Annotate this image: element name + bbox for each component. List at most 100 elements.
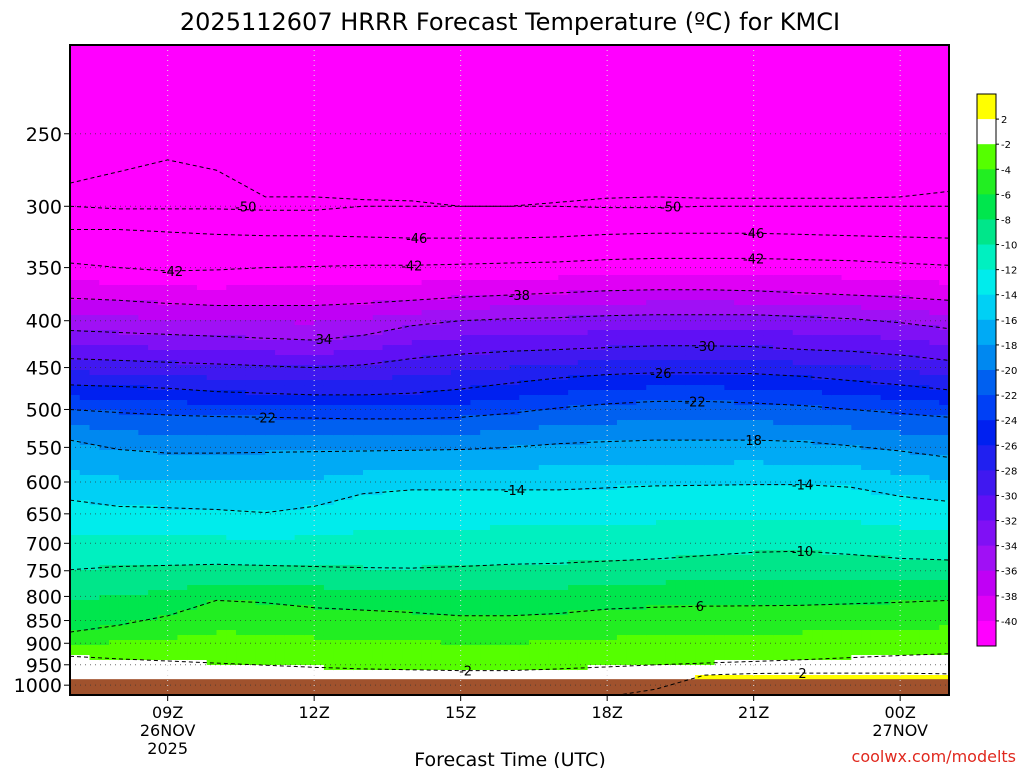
- temperature-cell: [392, 235, 403, 241]
- temperature-cell: [343, 285, 354, 291]
- temperature-cell: [157, 60, 169, 66]
- temperature-cell: [392, 650, 403, 656]
- temperature-cell: [284, 590, 296, 596]
- temperature-cell: [304, 140, 315, 146]
- temperature-cell: [353, 525, 364, 531]
- temperature-cell: [402, 605, 413, 611]
- temperature-cell: [402, 350, 413, 356]
- temperature-cell: [138, 105, 149, 111]
- temperature-cell: [363, 205, 374, 211]
- temperature-cell: [402, 120, 413, 126]
- temperature-cell: [177, 530, 188, 536]
- temperature-cell: [99, 395, 110, 401]
- temperature-cell: [294, 425, 305, 431]
- temperature-cell: [333, 365, 345, 371]
- temperature-cell: [167, 280, 179, 286]
- temperature-cell: [236, 155, 247, 161]
- temperature-cell: [382, 85, 393, 91]
- temperature-cell: [157, 575, 169, 581]
- temperature-cell: [255, 555, 266, 561]
- temperature-cell: [226, 90, 237, 96]
- temperature-cell: [402, 85, 413, 91]
- temperature-cell: [99, 265, 110, 271]
- temperature-cell: [109, 260, 120, 266]
- temperature-cell: [216, 75, 227, 81]
- temperature-cell: [255, 620, 266, 626]
- temperature-cell: [206, 200, 218, 206]
- temperature-cell: [167, 615, 179, 621]
- temperature-cell: [167, 500, 179, 506]
- temperature-cell: [236, 180, 247, 186]
- temperature-cell: [275, 65, 286, 71]
- temperature-cell: [196, 415, 208, 421]
- temperature-cell: [206, 50, 218, 56]
- temperature-cell: [89, 320, 100, 326]
- temperature-cell: [167, 105, 179, 111]
- temperature-cell: [372, 200, 384, 206]
- temperature-cell: [79, 150, 91, 156]
- temperature-cell: [109, 265, 120, 271]
- temperature-cell: [411, 660, 423, 666]
- temperature-cell: [70, 160, 81, 166]
- temperature-cell: [363, 665, 374, 671]
- temperature-cell: [216, 640, 227, 646]
- temperature-cell: [128, 600, 139, 606]
- temperature-cell: [255, 320, 266, 326]
- temperature-cell: [118, 610, 130, 616]
- temperature-cell: [372, 355, 384, 361]
- temperature-cell: [382, 70, 393, 76]
- temperature-cell: [157, 565, 169, 571]
- temperature-cell: [304, 660, 315, 666]
- temperature-cell: [216, 490, 227, 496]
- temperature-cell: [187, 225, 198, 231]
- temperature-cell: [89, 470, 100, 476]
- temperature-cell: [441, 270, 452, 276]
- temperature-cell: [323, 395, 335, 401]
- temperature-cell: [421, 620, 432, 626]
- temperature-cell: [236, 660, 247, 666]
- temperature-cell: [245, 100, 257, 106]
- temperature-cell: [323, 445, 335, 451]
- temperature-cell: [99, 645, 110, 651]
- temperature-cell: [255, 130, 266, 136]
- temperature-cell: [187, 445, 198, 451]
- temperature-cell: [99, 50, 110, 56]
- temperature-cell: [79, 370, 91, 376]
- temperature-cell: [294, 295, 305, 301]
- temperature-cell: [255, 240, 266, 246]
- temperature-cell: [196, 625, 208, 631]
- temperature-cell: [372, 135, 384, 141]
- temperature-cell: [333, 490, 345, 496]
- temperature-cell: [265, 135, 276, 141]
- temperature-cell: [216, 185, 227, 191]
- temperature-cell: [363, 515, 374, 521]
- temperature-cell: [392, 500, 403, 506]
- temperature-cell: [441, 295, 452, 301]
- temperature-cell: [421, 380, 432, 386]
- temperature-cell: [402, 370, 413, 376]
- temperature-cell: [89, 515, 100, 521]
- temperature-cell: [226, 630, 237, 636]
- temperature-cell: [304, 145, 315, 151]
- temperature-cell: [392, 670, 403, 676]
- temperature-cell: [138, 365, 149, 371]
- temperature-cell: [70, 655, 81, 661]
- temperature-cell: [392, 550, 403, 556]
- temperature-cell: [177, 670, 188, 676]
- temperature-cell: [157, 90, 169, 96]
- temperature-cell: [314, 530, 325, 536]
- temperature-cell: [109, 160, 120, 166]
- temperature-cell: [118, 130, 130, 136]
- temperature-cell: [314, 150, 325, 156]
- temperature-cell: [167, 515, 179, 521]
- temperature-cell: [411, 325, 423, 331]
- temperature-cell: [99, 290, 110, 296]
- temperature-cell: [372, 575, 384, 581]
- temperature-cell: [236, 125, 247, 131]
- temperature-cell: [187, 260, 198, 266]
- temperature-cell: [421, 150, 432, 156]
- temperature-cell: [99, 270, 110, 276]
- temperature-cell: [363, 235, 374, 241]
- temperature-cell: [196, 290, 208, 296]
- temperature-cell: [294, 255, 305, 261]
